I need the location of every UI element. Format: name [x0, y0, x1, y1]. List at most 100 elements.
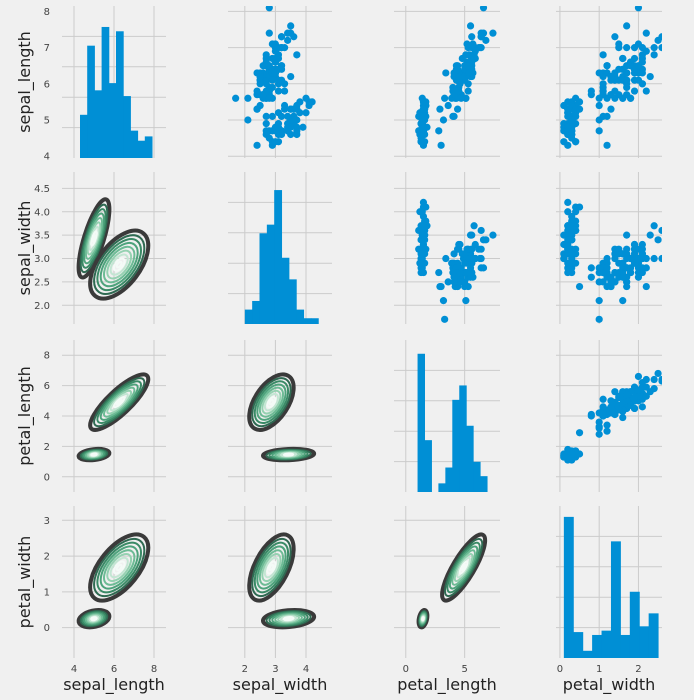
scatter-point [454, 65, 462, 73]
scatter-point [575, 450, 584, 458]
hist-bar [459, 385, 467, 492]
kde-contour [251, 537, 292, 598]
scatter-point [623, 22, 631, 30]
scatter-point [646, 231, 654, 239]
scatter-point [463, 62, 471, 70]
kde-contour [261, 552, 282, 583]
x-axis-label-petal_width: petal_width [563, 675, 656, 695]
hist-bar [639, 626, 650, 658]
kde-contour [109, 392, 129, 412]
kde-contour [103, 245, 136, 284]
kde-contour [88, 372, 151, 432]
scatter-point [265, 94, 273, 102]
hist-bar [116, 31, 124, 158]
kde-contour [448, 545, 479, 590]
scatter-point [455, 240, 463, 249]
y-tick-label: 3.0 [34, 254, 50, 265]
scatter-point [568, 116, 576, 124]
y-axis-label-petal_length: petal_length [15, 366, 35, 466]
scatter-point [658, 226, 662, 235]
scatter-point [287, 22, 295, 30]
panel-sepal_length-vs-petal_length [394, 6, 500, 158]
panel-petal_width-vs-sepal_width [228, 506, 332, 658]
scatter-point [666, 232, 673, 239]
scatter-point [259, 91, 267, 99]
kde-contour [109, 556, 129, 579]
y-tick-label: 4 [44, 152, 50, 163]
y-axis-label-sepal_length: sepal_length [15, 31, 35, 133]
panel-petal_length-vs-sepal_width [228, 340, 332, 492]
scatter-point [262, 112, 270, 120]
scatter-point [599, 80, 607, 88]
scatter-point [607, 72, 615, 81]
scatter-point [477, 226, 485, 235]
kde-contour [109, 253, 129, 276]
scatter-point [469, 40, 477, 48]
y-tick-label: 8 [44, 7, 50, 18]
scatter-point [568, 130, 576, 139]
kde-contour [112, 257, 126, 272]
scatter-point [302, 109, 310, 117]
kde-contour [99, 241, 139, 288]
hist-bar [610, 541, 621, 658]
scatter-point [568, 212, 576, 221]
scatter-point [262, 120, 270, 128]
scatter-point [595, 423, 603, 431]
scatter-point [658, 33, 662, 41]
hist-bar [452, 399, 460, 492]
scatter-point [630, 87, 639, 95]
x-axis-label-petal_length: petal_length [397, 675, 497, 695]
kde-contour [91, 616, 97, 621]
scatter-point [595, 297, 603, 305]
panel-sepal_length-vs-sepal_length [62, 6, 166, 158]
scatter-point [468, 33, 476, 41]
scatter-point [615, 65, 623, 73]
scatter-point [293, 51, 301, 59]
hist-bar [417, 353, 426, 492]
kde-contour [76, 197, 112, 280]
scatter-point [265, 29, 273, 37]
scatter-point [615, 245, 623, 253]
scatter-point [465, 69, 473, 77]
hist-bar [438, 483, 446, 492]
scatter-point [419, 222, 428, 230]
scatter-point [646, 72, 654, 81]
hist-bar [108, 83, 117, 158]
scatter-point [442, 254, 450, 263]
kde-contour [79, 203, 109, 274]
scatter-point [444, 101, 452, 110]
y-axis-label-sepal_width: sepal_width [15, 201, 35, 296]
scatter-point [450, 273, 458, 281]
scatter-point [462, 297, 470, 305]
scatter-point [611, 33, 619, 41]
y-tick-label: 4.0 [34, 207, 50, 218]
scatter-point [650, 51, 658, 59]
hist-bar [123, 96, 131, 158]
x-tick-label: 3 [272, 664, 278, 675]
hist-bar [466, 425, 474, 492]
kde-contour [96, 541, 142, 594]
kde-contour [112, 560, 126, 575]
y-tick-label: 2 [44, 552, 50, 563]
kde-contour [88, 532, 151, 603]
scatter-point [615, 406, 623, 414]
scatter-point [619, 54, 627, 63]
kde-contour [453, 552, 474, 583]
scatter-point [658, 377, 662, 385]
hist-bar [101, 26, 110, 158]
scatter-point [638, 80, 646, 88]
kde-contour [76, 608, 112, 630]
hist-bar [592, 634, 603, 658]
hist-bar [296, 309, 305, 324]
scatter-point [439, 297, 448, 305]
kde-contour [253, 380, 290, 424]
hist-bar [137, 140, 146, 158]
scatter-point [287, 72, 295, 81]
scatter-point [265, 6, 273, 12]
kde-contour [268, 398, 275, 406]
scatter-point [599, 409, 607, 417]
scatter-point [603, 112, 611, 120]
scatter-point [670, 236, 677, 243]
scatter-point [268, 127, 276, 135]
